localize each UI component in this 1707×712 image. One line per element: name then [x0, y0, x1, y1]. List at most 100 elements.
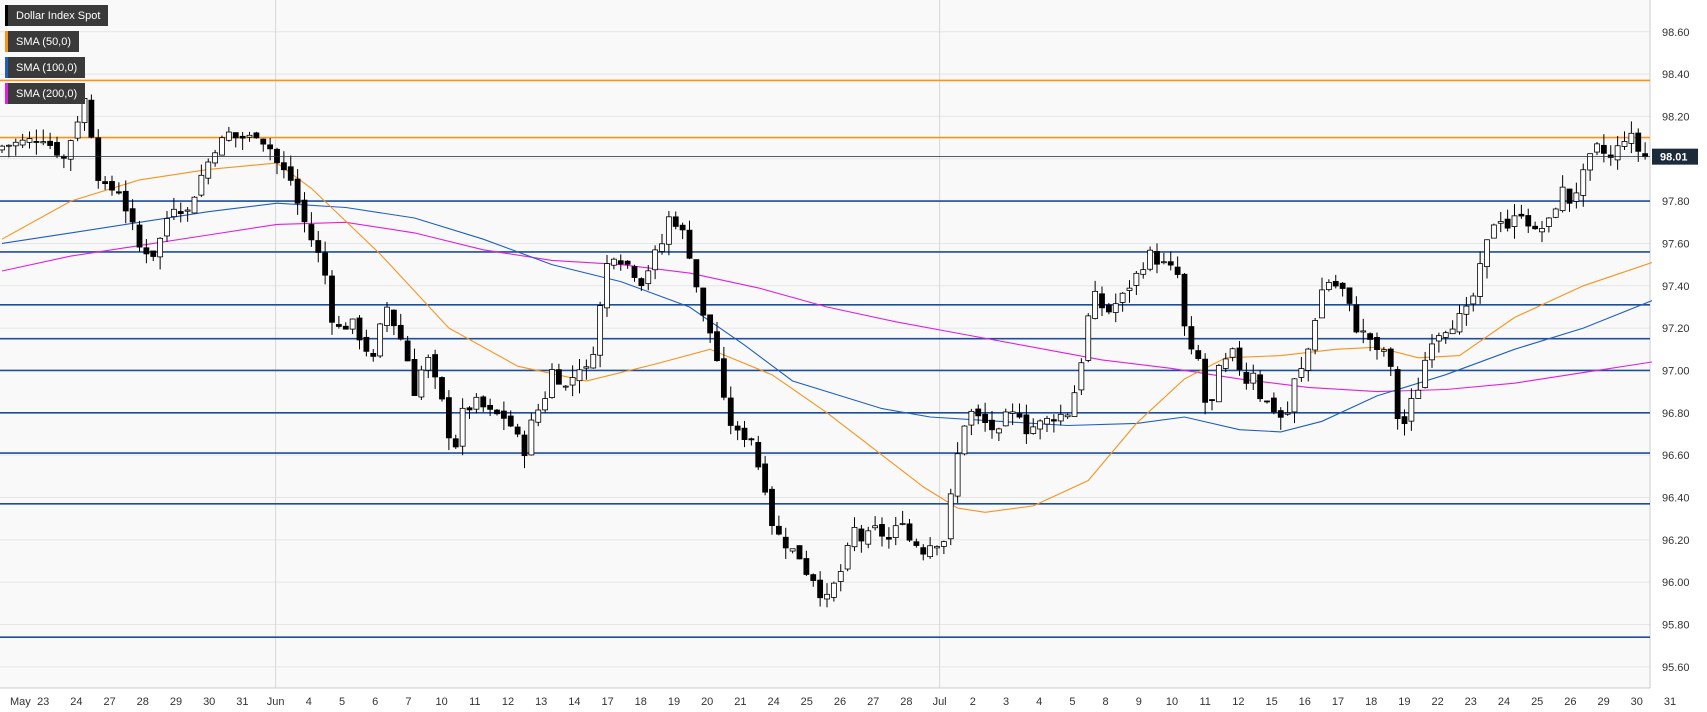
candle-body — [404, 340, 411, 362]
candle-body — [1374, 336, 1380, 350]
x-tick-label: Jun — [267, 696, 285, 708]
x-tick-label: 12 — [502, 696, 514, 708]
candle-body — [1518, 213, 1525, 217]
sma100-line — [1, 202, 1653, 433]
candle-body — [789, 548, 796, 552]
candle-body — [1154, 251, 1160, 265]
candle-body — [652, 249, 659, 271]
candle-body — [1545, 217, 1552, 227]
candle-body — [390, 309, 397, 327]
candle-body — [315, 240, 322, 253]
candle-body — [363, 336, 370, 352]
x-tick-label: 11 — [469, 696, 480, 708]
candle-body — [720, 358, 727, 398]
x-tick-label: 9 — [1136, 696, 1142, 708]
x-tick-label: 14 — [568, 696, 580, 708]
candle-body — [741, 427, 748, 440]
candle-body — [1594, 143, 1600, 153]
x-tick-label: 29 — [170, 696, 182, 708]
candle-body — [246, 134, 253, 138]
candle-body — [473, 396, 480, 410]
x-tick-label: 6 — [372, 696, 378, 708]
y-tick-label: 95.60 — [1662, 662, 1690, 674]
candle-body — [177, 211, 184, 214]
x-tick-label: 10 — [1166, 696, 1178, 708]
x-tick-label: 5 — [339, 696, 345, 708]
x-tick-label: 24 — [70, 696, 82, 708]
candle-body — [1002, 411, 1009, 427]
legend-label: SMA (100,0) — [16, 61, 78, 74]
candle-body — [549, 369, 555, 398]
candle-body — [1202, 358, 1209, 403]
candle-body — [1160, 261, 1167, 264]
candle-body — [810, 574, 817, 581]
x-tick-label: May — [10, 696, 31, 708]
candle-body — [528, 419, 535, 456]
candle-body — [219, 137, 225, 156]
candle-body — [899, 523, 906, 525]
candle-body — [830, 582, 837, 598]
candle-body — [1112, 303, 1119, 313]
x-tick-label: 15 — [1265, 696, 1277, 708]
candle-body — [576, 369, 583, 382]
candle-body — [253, 132, 260, 139]
candle-body — [466, 407, 473, 411]
candle-body — [0, 145, 5, 151]
sma200-line — [1, 221, 1653, 393]
candle-body — [1078, 362, 1085, 391]
y-tick-label: 96.80 — [1662, 408, 1690, 420]
x-tick-label: 29 — [1597, 696, 1609, 708]
candle-body — [12, 141, 19, 147]
candle-body — [1525, 215, 1532, 227]
candle-body — [1305, 348, 1312, 371]
legend-item-sma50[interactable]: SMA (50,0) — [5, 31, 80, 52]
candle-body — [205, 161, 212, 179]
candle-body — [67, 140, 74, 160]
candle-body — [1435, 335, 1442, 342]
legend-swatch — [5, 57, 8, 78]
candle-body — [1339, 282, 1346, 289]
candle-body — [1532, 225, 1539, 230]
candle-body — [1009, 411, 1016, 414]
x-tick-label: 10 — [435, 696, 447, 708]
candle-body — [1353, 304, 1360, 333]
x-tick-label: 31 — [236, 696, 248, 708]
candle-body — [377, 323, 384, 357]
y-tick-label: 97.20 — [1662, 323, 1690, 335]
legend-item-sma100[interactable]: SMA (100,0) — [5, 57, 86, 78]
candle-body — [686, 229, 693, 259]
candle-body — [892, 525, 899, 538]
legend-item-price[interactable]: Dollar Index Spot — [5, 5, 109, 26]
candle-body — [1030, 426, 1037, 434]
candle-body — [975, 408, 982, 417]
legend: Dollar Index Spot SMA (50,0) SMA (100,0)… — [5, 5, 109, 109]
x-tick-label: 19 — [668, 696, 680, 708]
x-tick-label: 8 — [1103, 696, 1109, 708]
legend-swatch — [5, 83, 8, 104]
candle-body — [734, 425, 741, 431]
candle-body — [1477, 263, 1484, 297]
candle-body — [198, 174, 205, 196]
candle-body — [1635, 132, 1642, 152]
candle-body — [1071, 392, 1078, 417]
legend-label: SMA (50,0) — [16, 35, 72, 48]
candle-body — [322, 252, 329, 276]
candle-body — [1511, 215, 1518, 227]
candle-body — [610, 258, 617, 266]
candle-body — [102, 181, 109, 184]
x-tick-label: 16 — [1299, 696, 1311, 708]
x-tick-label: 28 — [137, 696, 149, 708]
x-tick-label: 23 — [1465, 696, 1477, 708]
legend-item-sma200[interactable]: SMA (200,0) — [5, 83, 86, 104]
x-tick-label: 13 — [535, 696, 547, 708]
candle-body — [239, 135, 246, 139]
last-price-label: 98.01 — [1660, 152, 1688, 164]
candle-body — [542, 398, 549, 411]
candle-body — [796, 545, 803, 560]
candle-body — [872, 525, 879, 529]
candle-body — [1401, 416, 1408, 425]
candle-body — [638, 278, 645, 287]
x-tick-label: 2 — [970, 696, 976, 708]
